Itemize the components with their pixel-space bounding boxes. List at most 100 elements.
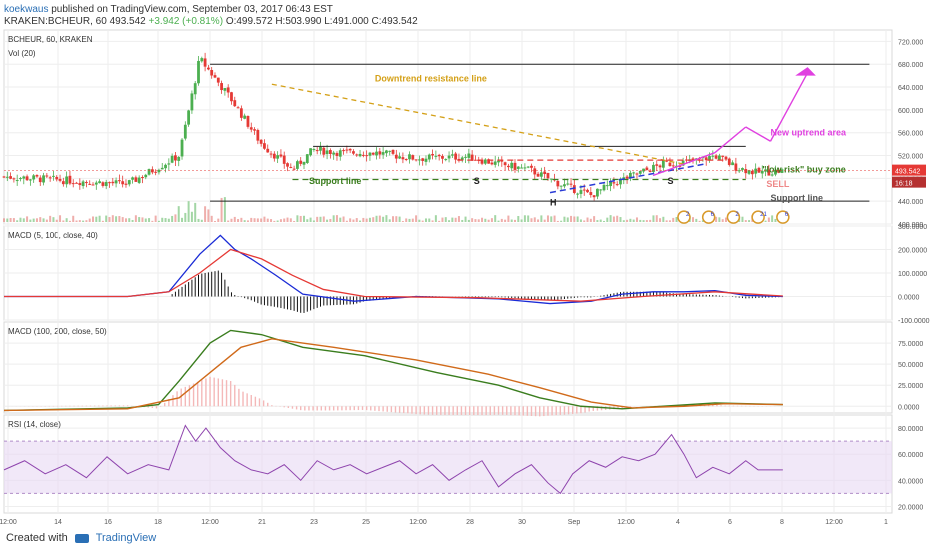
volume-bar xyxy=(283,218,286,222)
volume-bar xyxy=(464,216,467,222)
candle-body xyxy=(681,160,685,166)
volume-bar xyxy=(451,217,454,222)
candle-body xyxy=(727,158,731,165)
volume-bar xyxy=(161,217,164,222)
volume-bar xyxy=(504,219,507,222)
candle-body xyxy=(612,182,616,184)
candle-body xyxy=(98,181,102,184)
volume-bar xyxy=(286,217,289,222)
footer-brand[interactable]: TradingView xyxy=(95,532,157,544)
candle-body xyxy=(464,156,467,158)
volume-bar xyxy=(560,220,563,222)
candle-body xyxy=(335,153,339,157)
volume-bar xyxy=(121,217,124,222)
candle-body xyxy=(352,151,355,154)
candle-body xyxy=(164,164,167,169)
candle-body xyxy=(427,154,431,160)
candle-body xyxy=(338,150,342,157)
candle-body xyxy=(269,153,273,155)
candle-body xyxy=(256,130,260,141)
candle-body xyxy=(19,178,22,180)
candle-body xyxy=(309,148,312,156)
volume-bar xyxy=(22,218,25,222)
candle-body xyxy=(536,173,540,177)
volume-bar xyxy=(378,215,381,222)
volume-bar xyxy=(484,218,487,222)
candle-body xyxy=(454,153,458,160)
candle-body xyxy=(520,167,523,169)
candle-body xyxy=(460,157,464,160)
candle-body xyxy=(246,116,250,127)
candle-body xyxy=(147,169,151,175)
candle-body xyxy=(216,77,220,83)
volume-bar xyxy=(72,215,75,222)
candle-body xyxy=(556,180,560,187)
last-price-tag-text: 493.542 xyxy=(895,169,920,176)
candle-body xyxy=(42,175,45,183)
volume-bar xyxy=(276,220,279,222)
volume-bar xyxy=(177,206,180,222)
candle-body xyxy=(75,182,78,184)
volume-bar xyxy=(411,218,414,222)
volume-bar xyxy=(668,220,671,222)
volume-bar xyxy=(200,219,203,222)
candle-body xyxy=(276,155,280,159)
candle-body xyxy=(177,156,181,161)
volume-bar xyxy=(438,220,441,222)
volume-bar xyxy=(128,218,131,222)
volume-bar xyxy=(408,218,411,222)
candle-body xyxy=(358,153,362,157)
candle-body xyxy=(582,189,586,191)
x-tick-label: 12:00 xyxy=(201,519,219,526)
volume-bar xyxy=(181,217,184,222)
candle-body xyxy=(516,166,520,169)
candle-body xyxy=(635,173,639,175)
candle-body xyxy=(35,175,39,177)
volume-bar xyxy=(477,219,480,222)
candle-body xyxy=(111,181,115,184)
annotation-text: Support line xyxy=(309,176,362,186)
y-tick-label: 560.000 xyxy=(898,131,923,138)
volume-bar xyxy=(642,220,645,222)
volume-bar xyxy=(144,218,147,222)
volume-bar xyxy=(62,220,65,222)
candle-body xyxy=(483,159,487,164)
author-name[interactable]: koekwaus xyxy=(4,4,49,15)
candle-body xyxy=(500,160,504,162)
volume-bar xyxy=(326,219,329,222)
candle-body xyxy=(58,178,62,181)
event-icon-label: 2 xyxy=(686,212,690,218)
uptrend-dashed-line xyxy=(549,163,705,194)
event-icon-label: 6 xyxy=(711,212,715,218)
ohlc-low: L:491.000 xyxy=(324,16,369,27)
volume-bar xyxy=(92,216,95,222)
y-tick-label: 440.000 xyxy=(898,199,923,206)
candle-body xyxy=(361,154,365,156)
candle-body xyxy=(193,83,197,95)
volume-bar xyxy=(190,211,193,222)
candle-body xyxy=(717,155,721,160)
volume-bar xyxy=(26,216,29,222)
candle-body xyxy=(174,155,177,161)
last-price: 493.542 xyxy=(109,16,146,27)
volume-bar xyxy=(316,216,319,222)
candle-body xyxy=(490,162,494,165)
volume-bar xyxy=(322,216,325,222)
candle-body xyxy=(239,108,243,118)
rsi-line xyxy=(3,424,783,495)
volume-bar xyxy=(250,217,253,222)
volume-bar xyxy=(675,217,678,222)
candle-body xyxy=(648,170,652,173)
volume-bar xyxy=(517,216,520,222)
volume-bar xyxy=(513,219,516,222)
volume-bar xyxy=(606,217,609,222)
candle-body xyxy=(28,179,32,181)
annotation-text: "low risk" buy zone xyxy=(762,165,846,175)
volume-bar xyxy=(105,215,108,222)
volume-bar xyxy=(35,218,38,222)
macd-slow-line-0 xyxy=(3,329,783,412)
pink-arrow-1 xyxy=(652,152,716,177)
volume-bar xyxy=(187,201,190,222)
volume-bar xyxy=(626,219,629,222)
volume-bar xyxy=(672,217,675,222)
